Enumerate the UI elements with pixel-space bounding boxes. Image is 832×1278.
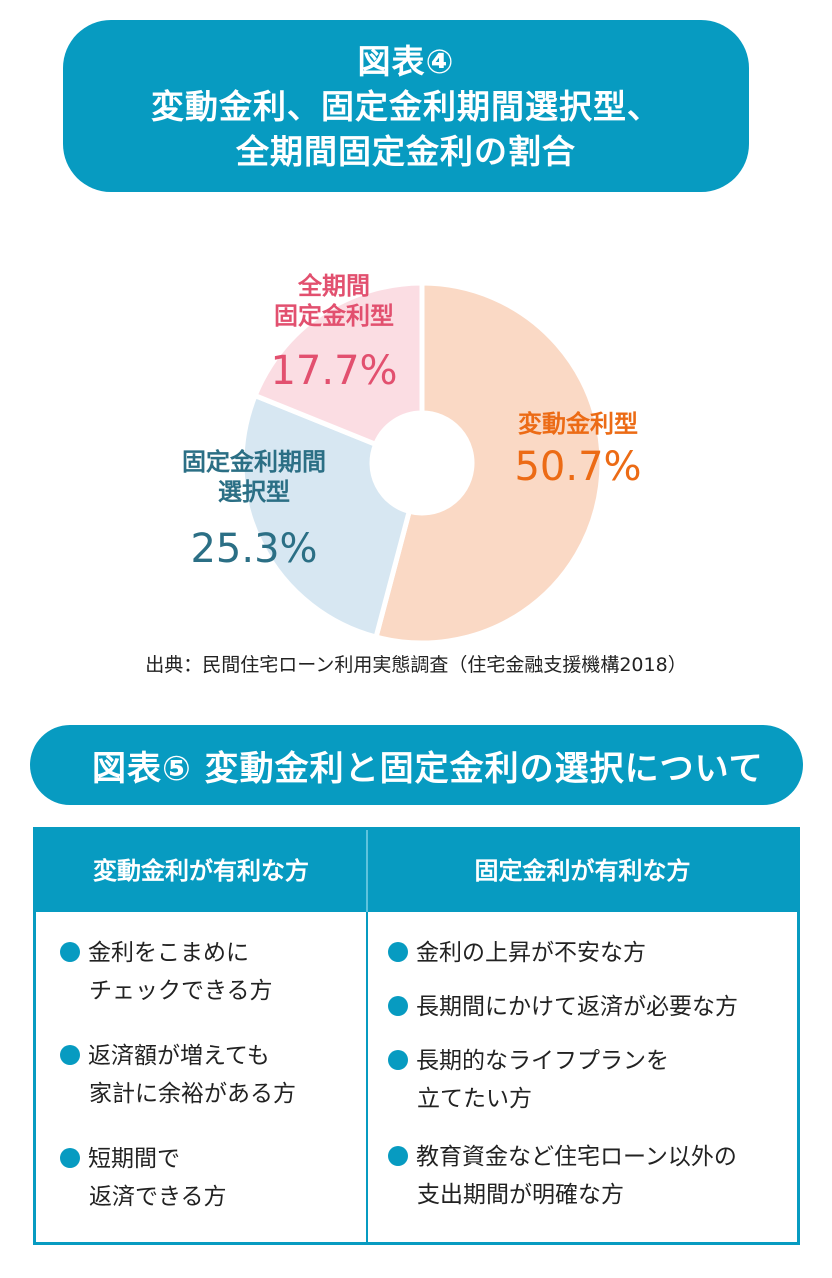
figure5-title: 図表⑤ 変動金利と固定金利の選択について bbox=[92, 748, 764, 789]
comparison-table: 変動金利が有利な方 固定金利が有利な方 金利をこまめに チェックできる方 返済額… bbox=[33, 827, 800, 1245]
slice-label: 変動金利型 bbox=[518, 410, 638, 438]
bullet-icon bbox=[388, 996, 408, 1016]
slice-value-label: 17.7% bbox=[270, 348, 397, 394]
slice-label: 選択型 bbox=[218, 478, 290, 506]
slice-value-label: 50.7% bbox=[514, 444, 641, 490]
bullet-icon bbox=[388, 942, 408, 962]
bullet-icon bbox=[60, 1148, 80, 1168]
slice-label: 固定金利型 bbox=[274, 302, 394, 330]
bullet-icon bbox=[388, 1146, 408, 1166]
list-item: 長期間にかけて返済が必要な方 bbox=[388, 988, 738, 1026]
list-item: 返済額が増えても 家計に余裕がある方 bbox=[60, 1037, 296, 1113]
slice-value-label: 25.3% bbox=[190, 526, 317, 572]
table-header-row bbox=[36, 830, 797, 912]
pie-slice bbox=[239, 393, 412, 640]
list-item: 教育資金など住宅ローン以外の 支出期間が明確な方 bbox=[388, 1138, 737, 1214]
figure5-title-banner: 図表⑤ 変動金利と固定金利の選択について bbox=[30, 725, 803, 805]
fixed-rate-header: 固定金利が有利な方 bbox=[474, 857, 691, 885]
figure4-title-banner: 図表④ 変動金利、固定金利期間選択型、 全期間固定金利の割合 bbox=[63, 20, 749, 192]
list-item: 短期間で 返済できる方 bbox=[60, 1140, 227, 1216]
figure4-title-line2: 変動金利、固定金利期間選択型、 bbox=[151, 86, 661, 126]
list-item: 金利の上昇が不安な方 bbox=[388, 934, 646, 972]
source-note: 出典：民間住宅ローン利用実態調査（住宅金融支援機構2018） bbox=[145, 654, 687, 676]
pie-slice bbox=[373, 280, 605, 645]
list-item: 長期的なライフプランを 立てたい方 bbox=[388, 1042, 669, 1118]
bullet-icon bbox=[388, 1050, 408, 1070]
bullet-icon bbox=[60, 942, 80, 962]
figure4-title-line1: 図表④ bbox=[357, 41, 455, 81]
bullet-icon bbox=[60, 1045, 80, 1065]
slice-label: 固定金利期間 bbox=[182, 448, 326, 476]
list-item: 金利をこまめに チェックできる方 bbox=[60, 934, 273, 1010]
variable-rate-header: 変動金利が有利な方 bbox=[93, 857, 309, 885]
slice-label: 全期間 bbox=[297, 272, 370, 300]
figure4-title-line3: 全期間固定金利の割合 bbox=[236, 131, 576, 171]
column-divider bbox=[366, 830, 368, 1242]
pie-slice bbox=[252, 280, 425, 447]
header-column-divider bbox=[366, 830, 368, 912]
